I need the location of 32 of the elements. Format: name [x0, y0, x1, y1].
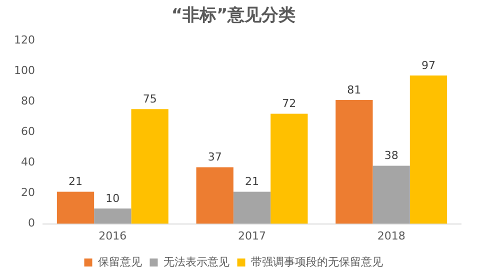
x-tick-label: 2018 [377, 229, 406, 242]
data-label: 37 [208, 150, 222, 164]
data-label: 10 [106, 192, 120, 205]
bar [94, 208, 132, 224]
data-label: 81 [347, 83, 362, 96]
data-label: 72 [282, 97, 296, 110]
bar [270, 114, 308, 224]
y-tick-label: 0 [28, 216, 35, 230]
bar [410, 76, 448, 224]
bar [372, 166, 410, 224]
data-label: 38 [384, 149, 398, 162]
chart-title: “非标”意见分类 [171, 6, 296, 26]
y-tick-label: 40 [20, 156, 35, 169]
bar [233, 192, 271, 224]
legend-label: 无法表示意见 [163, 255, 230, 268]
bar [131, 109, 168, 224]
legend-label: 保留意见 [98, 255, 142, 268]
x-tick-label: 2016 [98, 229, 127, 242]
y-tick-label: 60 [20, 124, 35, 138]
y-tick-label: 20 [20, 186, 35, 200]
bar [336, 100, 373, 224]
data-label: 21 [68, 175, 83, 188]
bar [196, 167, 234, 224]
legend-label: 带强调事项段的无保留意见 [250, 255, 383, 268]
y-tick-label: 120 [14, 33, 35, 46]
x-tick-label: 2017 [238, 229, 266, 242]
y-tick-label: 80 [20, 94, 35, 108]
bar [56, 192, 94, 224]
data-label: 75 [142, 92, 157, 106]
data-label: 97 [421, 58, 436, 72]
data-label: 21 [245, 175, 259, 188]
y-tick-label: 100 [14, 64, 35, 77]
